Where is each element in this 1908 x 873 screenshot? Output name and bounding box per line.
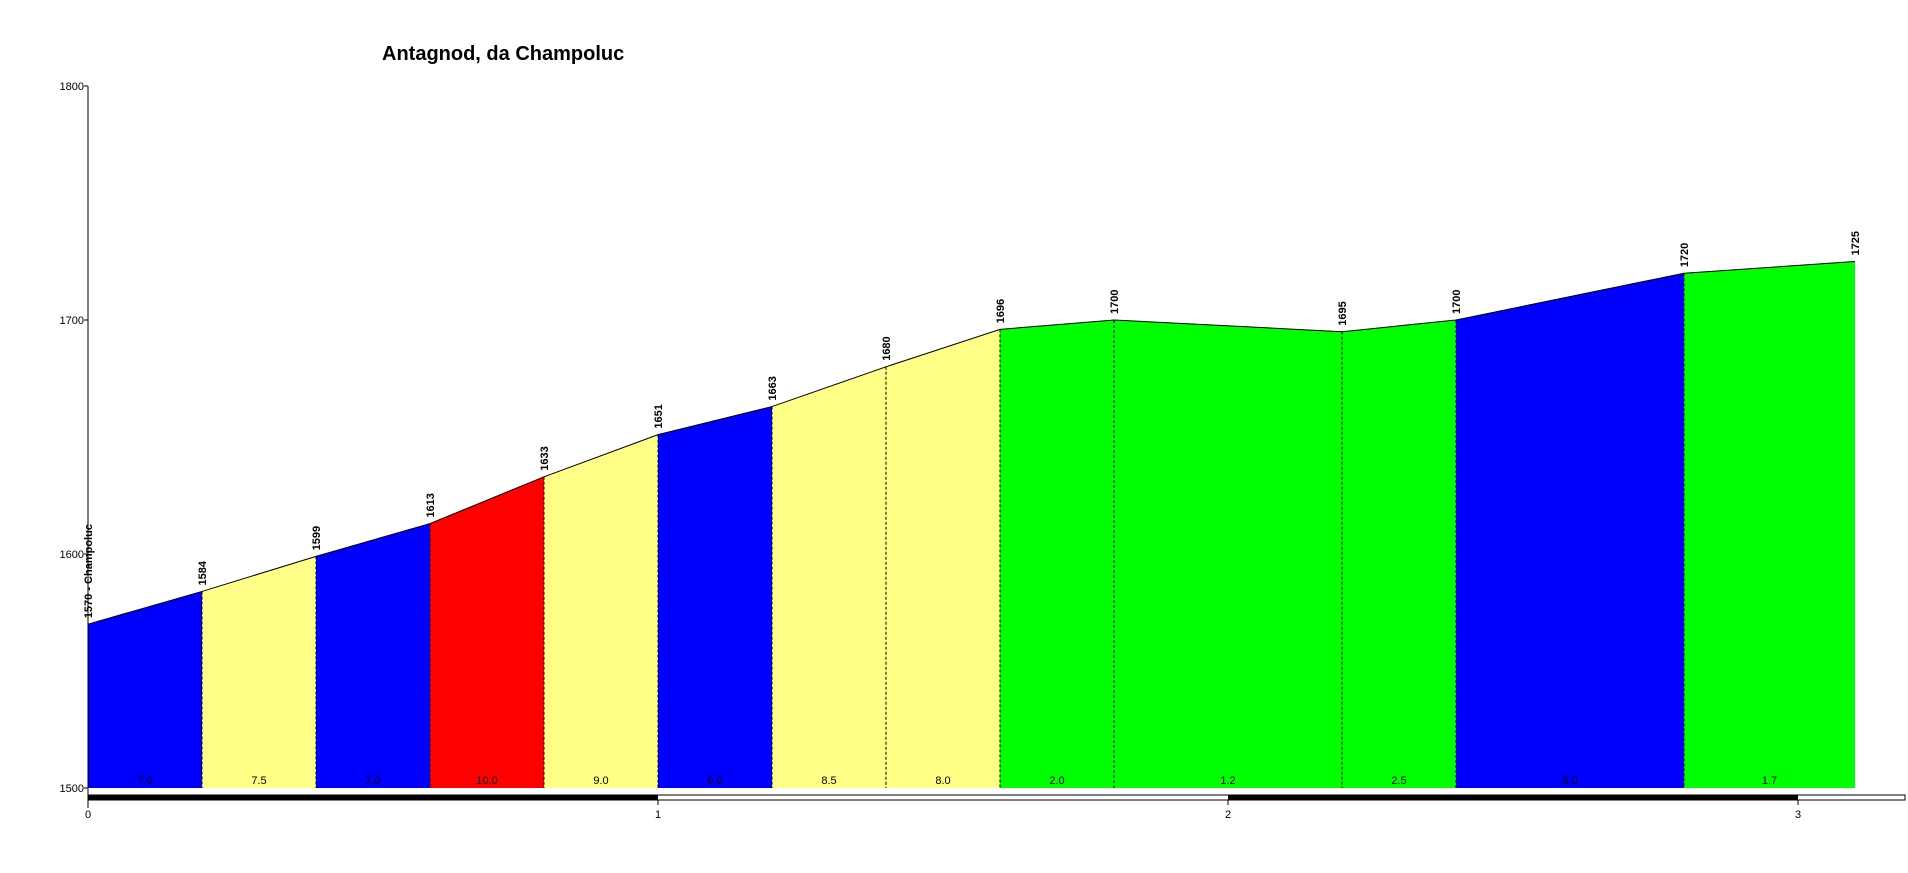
segment-area [1684, 261, 1855, 788]
elevation-label: 1663 [767, 376, 779, 400]
gradient-label: 8.0 [935, 775, 950, 787]
segment-area [1000, 320, 1114, 788]
y-tick-label: 1700 [60, 315, 84, 327]
y-tick-label: 1500 [60, 783, 84, 795]
segment-area [658, 406, 772, 788]
segment-area [316, 523, 430, 788]
gradient-label: 1.2 [1220, 775, 1235, 787]
gradient-label: 7.0 [365, 775, 380, 787]
elevation-label: 1700 [1451, 290, 1463, 314]
elevation-label: 1695 [1337, 301, 1349, 325]
chart-labels: 1570 - Champoluc 1584 1599 1613 1633 1651 1663… [83, 231, 1862, 787]
segment-area [886, 329, 1000, 788]
elevation-label: 1599 [311, 526, 323, 550]
segment-area [430, 476, 544, 788]
y-tick-label: 1600 [60, 549, 84, 561]
elevation-label: 1720 [1679, 243, 1691, 267]
gradient-label: 10.0 [476, 775, 497, 787]
gradient-label: 6.0 [707, 775, 722, 787]
gradient-label: 2.0 [1049, 775, 1064, 787]
axes: 1500 1600 1700 1800 0 1 2 3 [60, 81, 1906, 821]
x-tick-label: 3 [1795, 809, 1801, 821]
gradient-label: 8.5 [821, 775, 836, 787]
x-axis-bar-stripe [88, 795, 658, 800]
x-tick-label: 1 [655, 809, 661, 821]
elevation-label: 1725 [1850, 231, 1862, 255]
y-tick-label: 1800 [60, 81, 84, 93]
elevation-label: 1570 - Champoluc [83, 524, 95, 618]
x-tick-label: 2 [1225, 809, 1231, 821]
chart-title: Antagnod, da Champoluc [382, 43, 625, 65]
elevation-label: 1680 [881, 336, 893, 360]
gradient-segments [87, 261, 1856, 788]
segment-area [544, 434, 658, 788]
x-axis-bar-stripe [1228, 795, 1798, 800]
segment-area [772, 366, 886, 788]
elevation-label: 1584 [197, 560, 209, 585]
profile-outline [87, 261, 1856, 625]
gradient-label: 2.5 [1391, 775, 1406, 787]
gradient-label: 1.7 [1762, 775, 1777, 787]
segment-area [1114, 320, 1342, 788]
x-tick-label: 0 [85, 809, 91, 821]
segment-area [88, 591, 202, 788]
gradient-label: 5.0 [1562, 775, 1577, 787]
gradient-label: 7.5 [251, 775, 266, 787]
elevation-label: 1651 [653, 404, 665, 428]
elevation-label: 1696 [995, 299, 1007, 323]
segment-area [1342, 320, 1456, 788]
segment-area [202, 556, 316, 788]
elevation-label: 1613 [425, 493, 437, 517]
elevation-label: 1633 [539, 446, 551, 470]
gradient-label: 9.0 [593, 775, 608, 787]
elevation-label: 1700 [1109, 290, 1121, 314]
gradient-label: 7.0 [137, 775, 152, 787]
segment-area [1456, 273, 1684, 788]
